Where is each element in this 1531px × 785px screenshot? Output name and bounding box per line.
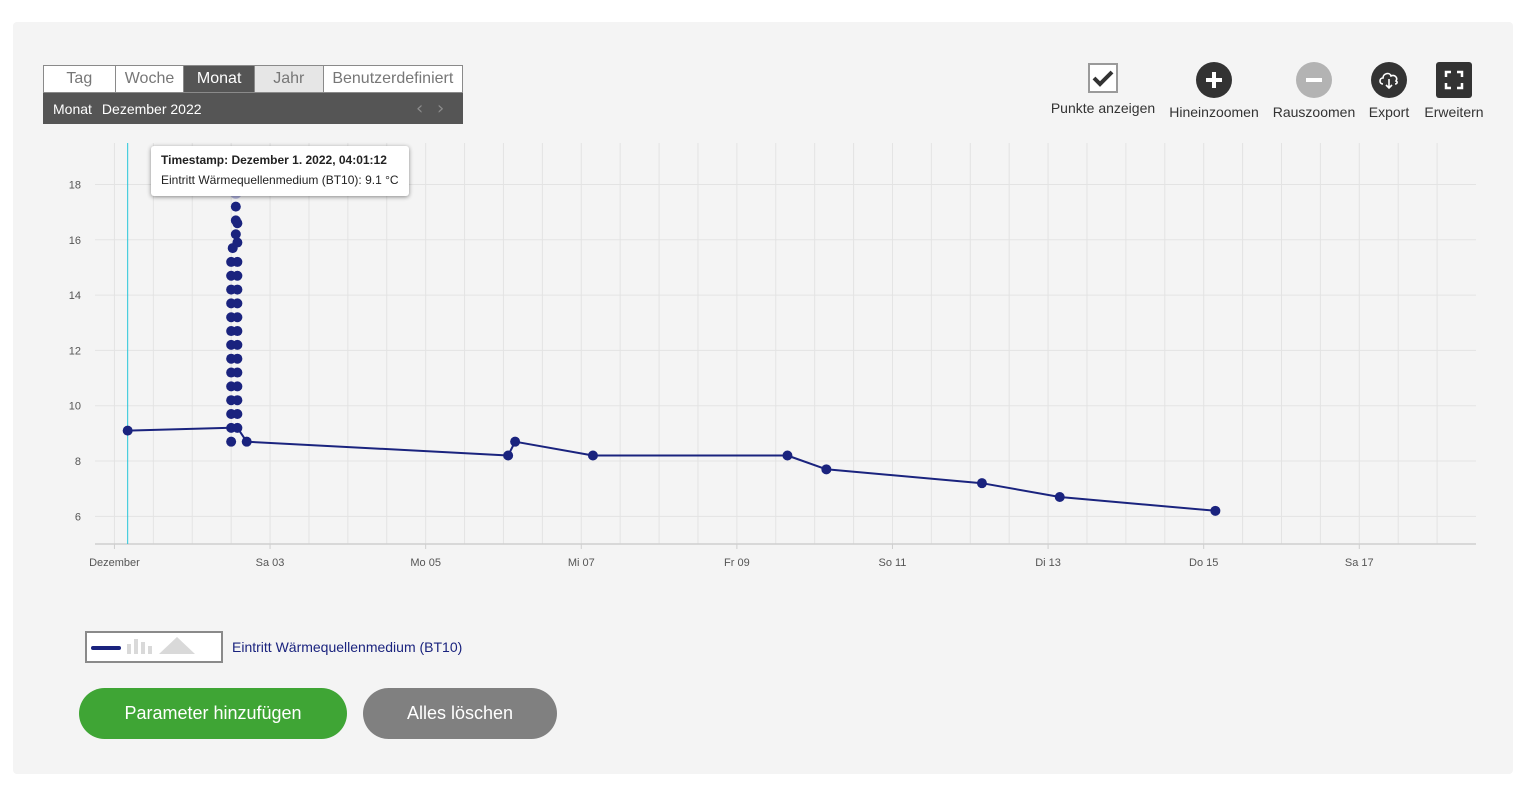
data-point [241,436,252,447]
data-point [232,326,243,337]
chart-tooltip: Timestamp: Dezember 1. 2022, 04:01:12 Ei… [151,146,409,196]
fullscreen-icon [1436,62,1472,98]
x-tick-label: Mi 07 [568,557,595,569]
data-point [587,450,598,461]
clear-all-button[interactable]: Alles löschen [363,688,557,739]
data-point [232,381,243,392]
data-point [232,422,243,433]
data-point [230,201,241,212]
tab-year[interactable]: Jahr [254,66,324,92]
show-points-checkbox[interactable] [1088,63,1118,93]
checkmark-icon [1092,70,1114,87]
tooltip-timestamp: Timestamp: Dezember 1. 2022, 04:01:12 [161,153,387,167]
data-point [232,339,243,350]
zoom-in-button[interactable]: Hineinzoomen [1167,62,1261,120]
data-point [232,270,243,281]
chart-type-icon [91,637,195,654]
chevron-left-icon[interactable]: ‹ [416,98,424,119]
data-point [232,395,243,406]
add-parameter-button[interactable]: Parameter hinzufügen [79,688,347,739]
zoom-out-label: Rauszoomen [1272,104,1356,120]
series-line [127,426,1216,512]
tab-month[interactable]: Monat [184,66,255,92]
minus-icon [1296,62,1332,98]
legend-chart-type-switch[interactable] [85,631,223,663]
data-point [503,450,514,461]
tab-custom[interactable]: Benutzerdefiniert [332,70,454,87]
export-label: Export [1368,104,1410,120]
period-selector: Tag Woche Monat Jahr Benutzerdefiniert M… [43,65,463,124]
data-point [232,237,243,248]
data-point [782,450,793,461]
y-tick-label: 8 [75,456,81,468]
period-value: Dezember 2022 [101,100,202,117]
data-point [1210,505,1221,516]
data-point [230,229,241,240]
zoom-in-label: Hineinzoomen [1169,104,1259,120]
x-tick-label: Fr 09 [724,557,750,569]
plus-icon [1196,62,1232,98]
tab-week[interactable]: Woche [116,66,185,92]
period-label: Monat [53,100,92,117]
expand-label: Erweitern [1424,104,1484,120]
tab-day[interactable]: Tag [44,66,116,92]
data-point [122,425,133,436]
zoom-out-button[interactable]: Rauszoomen [1271,62,1357,120]
data-point [230,215,241,226]
y-tick-label: 12 [69,345,81,357]
show-points-label: Punkte anzeigen [1050,100,1156,116]
cloud-download-icon [1371,62,1407,98]
y-tick-label: 16 [69,235,81,247]
data-point [821,464,832,475]
data-point [232,298,243,309]
show-points-toggle[interactable]: Punkte anzeigen [1050,62,1156,116]
export-button[interactable]: Export [1364,62,1414,120]
x-tick-label: Sa 03 [256,557,285,569]
x-tick-label: Sa 17 [1345,557,1374,569]
period-range-bar: Monat Dezember 2022 ‹ › [43,93,463,124]
data-point [976,478,987,489]
x-tick-label: Mo 05 [410,557,441,569]
x-tick-label: So 11 [879,557,907,569]
data-point [232,284,243,295]
x-tick-label: Dezember [89,557,140,569]
data-point [232,409,243,420]
y-tick-label: 10 [69,401,81,413]
y-tick-label: 14 [69,290,81,302]
data-point [1054,491,1065,502]
y-tick-label: 18 [69,179,81,191]
chevron-right-icon[interactable]: › [437,98,445,119]
data-point [232,353,243,364]
x-tick-label: Di 13 [1035,557,1061,569]
expand-button[interactable]: Erweitern [1421,62,1487,120]
x-tick-label: Do 15 [1189,557,1218,569]
legend-series-label[interactable]: Eintritt Wärmequellenmedium (BT10) [232,639,463,655]
data-point [510,436,521,447]
data-point [226,436,237,447]
tooltip-value: Eintritt Wärmequellenmedium (BT10): 9.1 … [161,173,399,187]
data-point [232,256,243,267]
data-point [232,312,243,323]
y-tick-label: 6 [75,511,81,523]
period-tabs: Tag Woche Monat Jahr Benutzerdefiniert [43,65,463,93]
data-point [232,367,243,378]
